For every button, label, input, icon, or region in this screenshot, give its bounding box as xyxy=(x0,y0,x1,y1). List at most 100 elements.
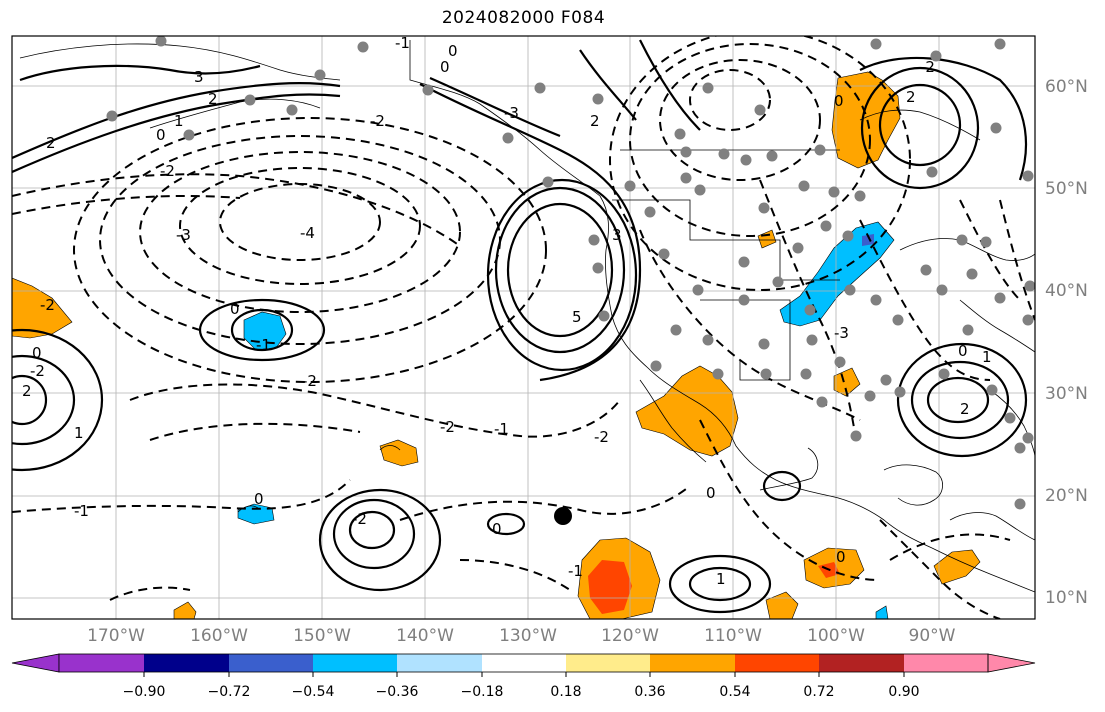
contour-sw-2 xyxy=(668,554,772,614)
contour-west-1 xyxy=(12,374,48,426)
colorbar-extend-high xyxy=(987,653,1036,673)
contour-label: 0 xyxy=(32,344,42,362)
colorbar-bin xyxy=(650,654,735,672)
contour-label: 0 xyxy=(836,548,846,566)
contour-label: -4 xyxy=(300,224,315,242)
contour-label: 2 xyxy=(590,112,600,130)
contour-hi-3 xyxy=(318,488,442,592)
contour-hi-1 xyxy=(348,510,396,550)
colorbar-tick-label: 0.18 xyxy=(550,684,582,700)
colorbar-bin xyxy=(735,654,819,672)
contour-gulf-3 xyxy=(896,342,1028,458)
contour-label: -3 xyxy=(176,226,191,244)
contour-labels: 0 -1 0 3 2 2 -3 -2 2 0 1 -2 -3 -4 0 -1 -… xyxy=(22,34,992,588)
contour-label: -2 xyxy=(594,428,609,446)
colorbar-tick-label: 0.72 xyxy=(803,684,835,700)
colorbar-bin xyxy=(566,654,650,672)
contour-label: 1 xyxy=(174,112,184,130)
contour-label: -3 xyxy=(834,324,849,342)
lat-tick-label: 40°N xyxy=(1045,281,1088,301)
colorbar xyxy=(11,653,1036,677)
contour-label: 0 xyxy=(958,342,968,360)
colorbar-bin xyxy=(313,654,397,672)
contour-neg-pac-3 xyxy=(139,151,461,313)
colorbar-bin xyxy=(397,654,482,672)
contour-hi-2 xyxy=(332,498,416,570)
contour-neg-ne-3 xyxy=(629,43,871,237)
contour-west-3 xyxy=(12,328,104,472)
contour-gulf-2 xyxy=(910,360,1010,440)
contour-label: 0 xyxy=(448,42,458,60)
contour-label: 2 xyxy=(960,400,970,418)
lat-tick-label: 30°N xyxy=(1045,384,1088,404)
contour-neg-pac-2 xyxy=(179,167,421,285)
lon-tick-label: 120°W xyxy=(601,626,659,646)
colorbar-tick-label: −0.36 xyxy=(375,684,419,700)
contour-neg-ne-1 xyxy=(689,69,771,131)
contour-low-coast-1 xyxy=(506,202,614,338)
contour-label: 3 xyxy=(194,68,204,86)
contour-label: 1 xyxy=(982,348,992,366)
contour-label: 2 xyxy=(46,134,56,152)
anomaly-fill-pos-small-2 xyxy=(833,367,861,397)
contour-label: 2 xyxy=(208,90,218,108)
colorbar-bin xyxy=(144,654,229,672)
lat-tick-label: 50°N xyxy=(1045,179,1088,199)
anomaly-fill-pos-northeast xyxy=(831,71,901,169)
lon-tick-label: 90°W xyxy=(908,626,956,646)
contour-label: 3 xyxy=(612,226,622,244)
colorbar-tick-label: 0.54 xyxy=(719,684,751,700)
contour-label: -1 xyxy=(395,34,410,52)
contour-label: 1 xyxy=(716,570,726,588)
contour-small-2 xyxy=(762,470,802,502)
anomaly-fill-pos-caribbean xyxy=(933,549,981,585)
dashed-contours xyxy=(12,36,1035,619)
contour-neg-pac-5 xyxy=(73,117,547,383)
lon-tick-label: 100°W xyxy=(807,626,865,646)
contour-label: 2 xyxy=(906,88,916,106)
contour-label: -1 xyxy=(74,502,89,520)
anomaly-fill-neg-midwest xyxy=(779,221,895,327)
contour-label: 0 xyxy=(230,300,240,318)
colorbar-tick-label: −0.18 xyxy=(460,684,504,700)
contour-small-1 xyxy=(486,512,526,536)
contour-west-2 xyxy=(12,354,76,446)
contour-label: -2 xyxy=(920,58,935,76)
colorbar-tick-label: 0.90 xyxy=(888,684,920,700)
contour-label: -2 xyxy=(40,296,55,314)
contour-label: 0 xyxy=(254,490,264,508)
contour-neg-pac-4 xyxy=(99,135,501,345)
lon-tick-label: 130°W xyxy=(499,626,557,646)
anomaly-fill-pos-mexico-north xyxy=(635,365,739,457)
contour-label: -2 xyxy=(302,372,317,390)
contour-low-coast-2 xyxy=(494,186,626,354)
graticule xyxy=(12,36,1035,619)
contour-label: -1 xyxy=(494,420,509,438)
anomaly-fill-pos-hawaii xyxy=(379,439,419,467)
contour-label: 1 xyxy=(74,424,84,442)
contour-label: -2 xyxy=(160,162,175,180)
contour-label: 0 xyxy=(834,92,844,110)
colorbar-tick-label: −0.72 xyxy=(207,684,251,700)
colorbar-bin xyxy=(229,654,313,672)
contour-gulf-1 xyxy=(926,376,990,424)
colorbar-tick-label: −0.54 xyxy=(291,684,335,700)
coastlines xyxy=(19,40,1035,593)
colorbar-bin xyxy=(59,654,144,672)
black-marker xyxy=(554,507,572,525)
colorbar-bin xyxy=(819,654,904,672)
anomaly-fill-neg-hawaii xyxy=(237,503,275,525)
colorbar-bin xyxy=(482,654,566,672)
lon-tick-label: 140°W xyxy=(396,626,454,646)
colorbar-bin xyxy=(904,654,988,672)
contour-label: -3 xyxy=(504,104,519,122)
anomaly-fill-strong-eastpacific xyxy=(588,560,632,614)
lon-tick-label: 110°W xyxy=(704,626,762,646)
strong-positive-anomaly-fill xyxy=(588,560,840,614)
lat-tick-label: 10°N xyxy=(1045,588,1088,608)
contour-label: 0 xyxy=(440,58,450,76)
solid-contours xyxy=(12,39,1028,614)
anomaly-fill-pos-small-3 xyxy=(765,591,799,619)
contour-label: 0 xyxy=(492,520,502,538)
